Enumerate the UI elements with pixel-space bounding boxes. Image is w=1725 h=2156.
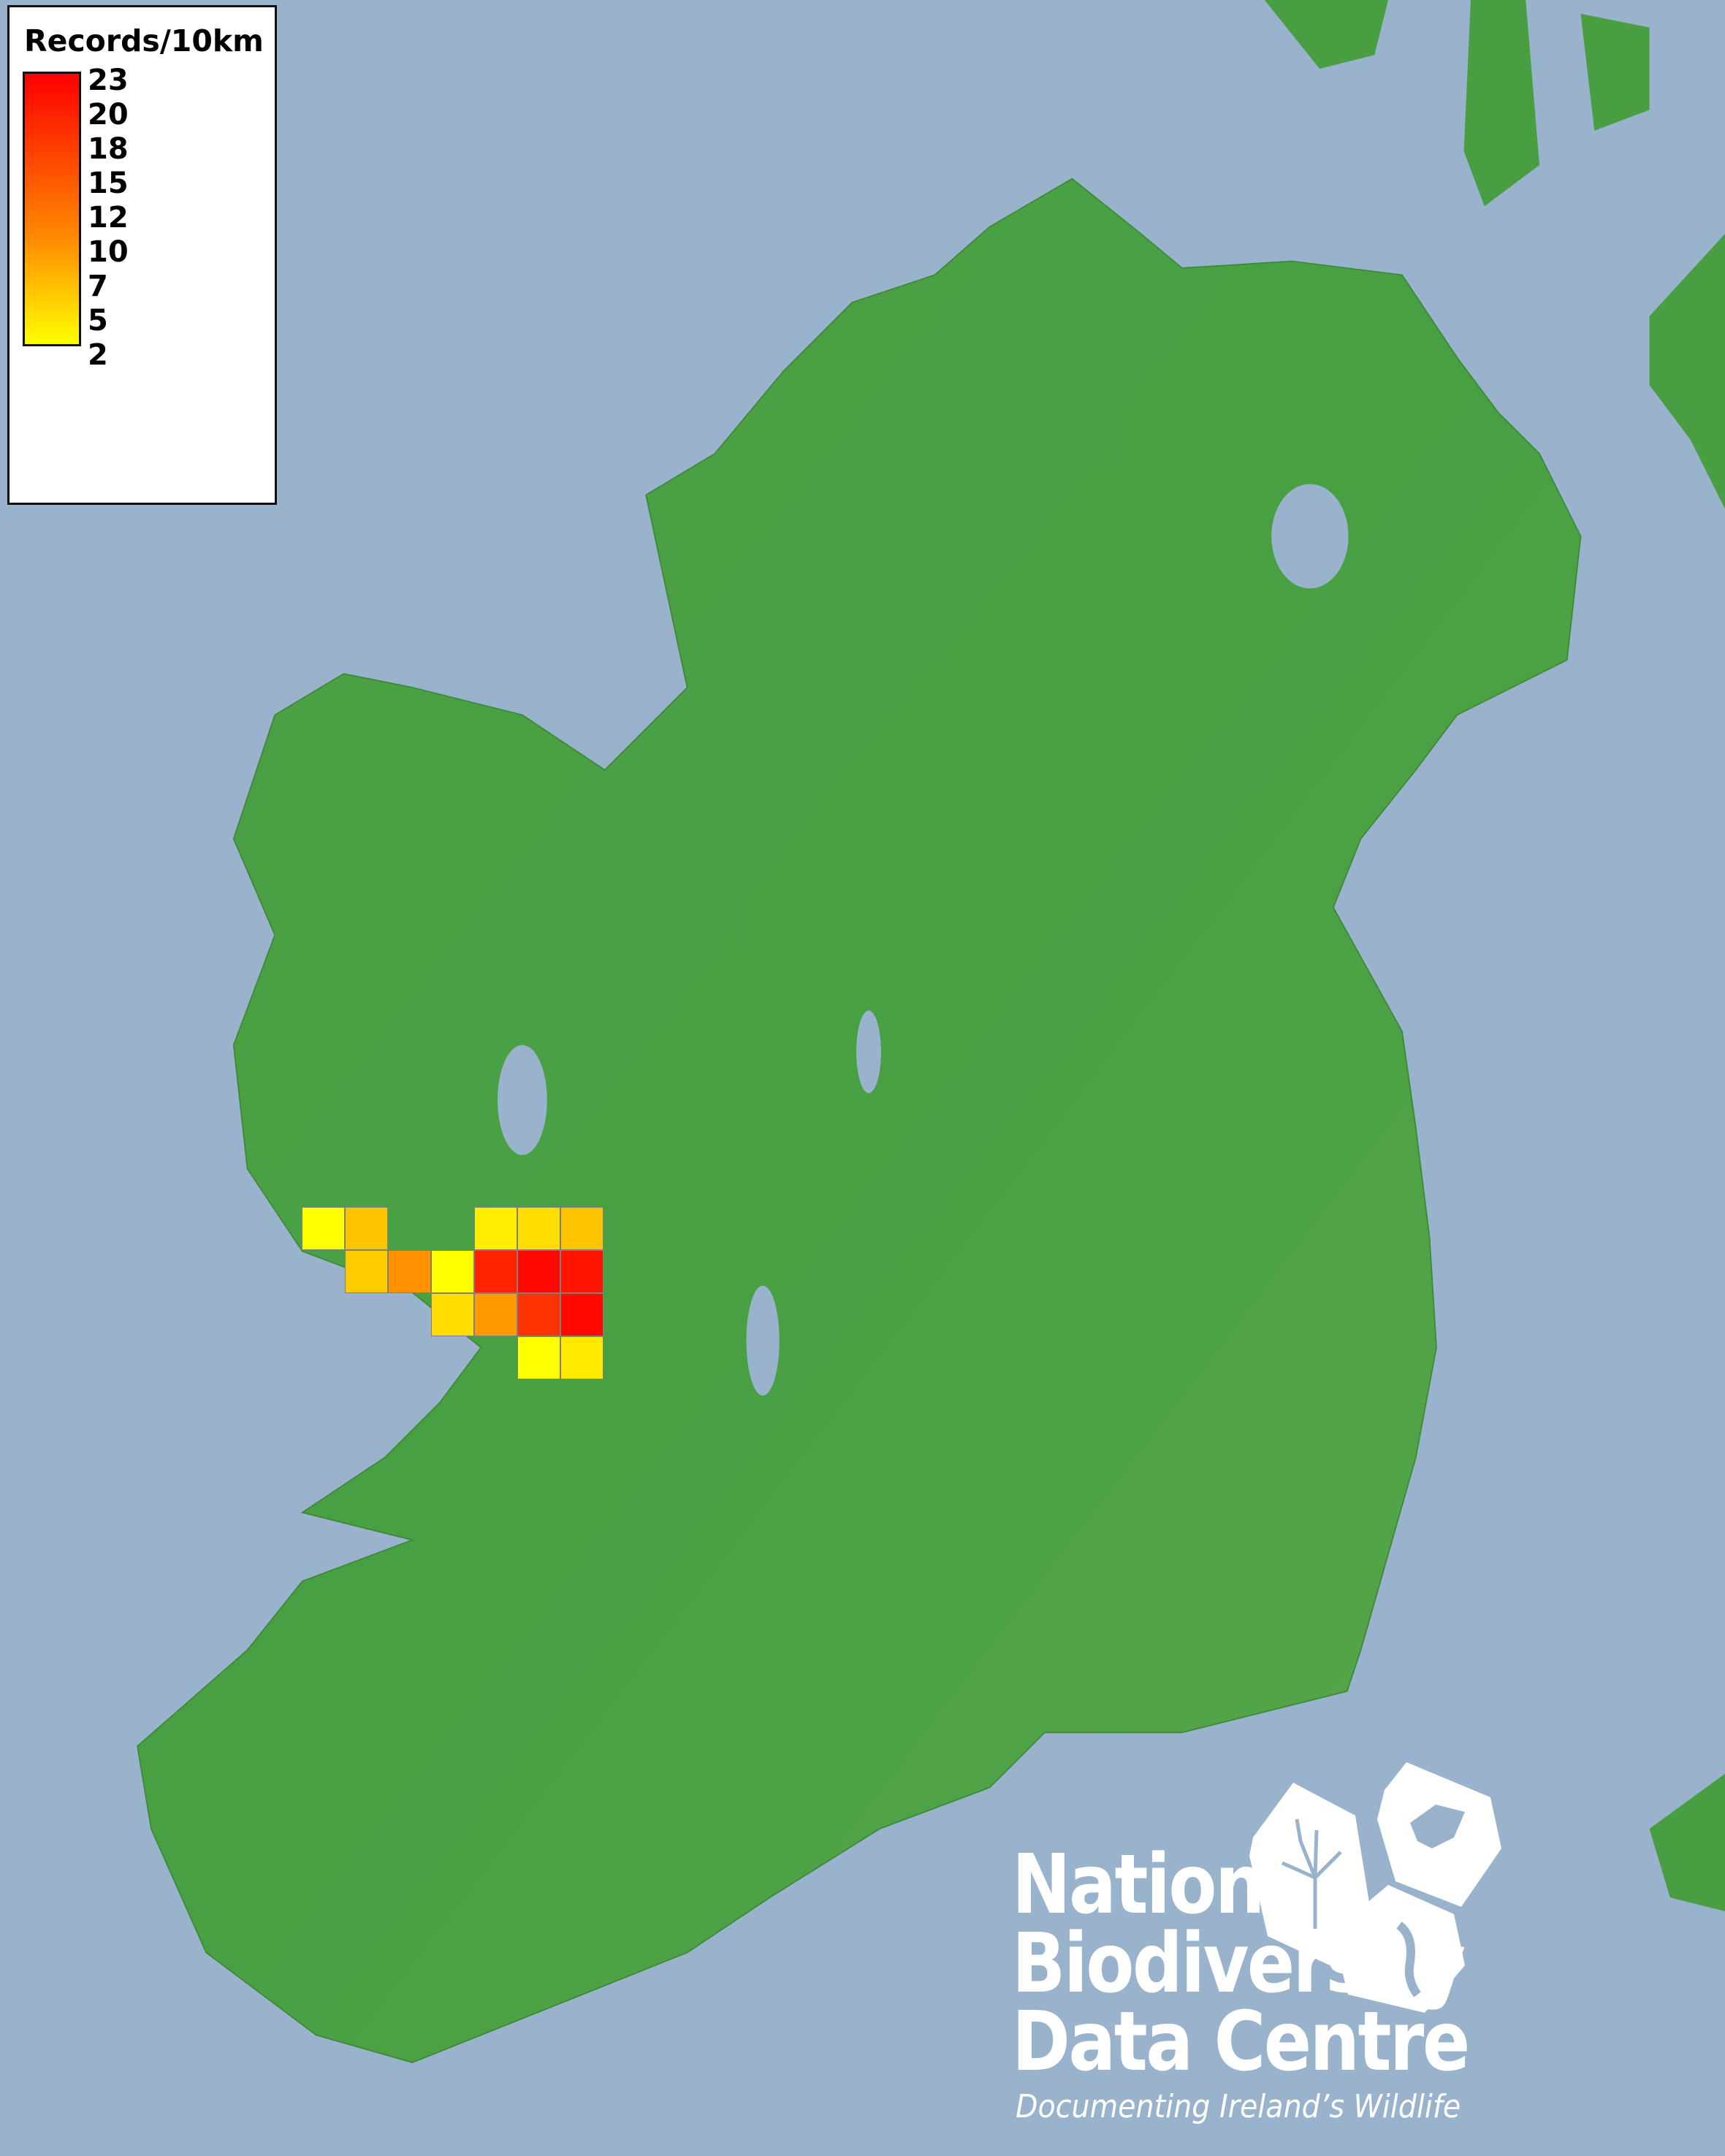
grid-cell (431, 1293, 474, 1336)
grid-cell (474, 1293, 517, 1336)
legend-tick-label: 5 (88, 304, 108, 338)
grid-cell (474, 1250, 517, 1293)
tree-hexagon-icon (1249, 1783, 1370, 1965)
grid-cell (345, 1250, 388, 1293)
legend-tick-label: 7 (88, 270, 108, 303)
ireland-landmass (137, 178, 1582, 2064)
grid-cell (345, 1207, 388, 1250)
seahorse-hexagon-icon (1333, 1885, 1465, 2013)
butterfly-hexagon-icon (1377, 1762, 1501, 1907)
legend: Records/10km 23 20 18 15 12 10 7 5 2 (7, 5, 277, 505)
grid-cell (517, 1250, 560, 1293)
grid-cell (560, 1250, 603, 1293)
grid-cell (388, 1250, 431, 1293)
legend-tick-label: 10 (88, 235, 129, 269)
logo-tagline: Documenting Ireland’s Wildlife (1016, 2088, 1461, 2125)
legend-tick-label: 23 (88, 64, 129, 97)
lough-neagh (1271, 484, 1349, 589)
grid-cell (560, 1207, 603, 1250)
lough-derg (746, 1285, 780, 1396)
lough-corrib (498, 1045, 547, 1155)
legend-tick-label: 2 (88, 338, 108, 372)
ndbc-logo-hexagons (1249, 1762, 1501, 2013)
grid-cell (560, 1336, 603, 1379)
grid-cell (517, 1293, 560, 1336)
grid-cell (474, 1207, 517, 1250)
grid-cell (560, 1293, 603, 1336)
grid-cell (302, 1207, 345, 1250)
legend-tick-label: 18 (88, 132, 129, 166)
lough-ree (856, 1010, 881, 1094)
legend-tick-label: 15 (88, 167, 129, 200)
legend-tick-label: 20 (88, 98, 129, 132)
grid-cell (431, 1250, 474, 1293)
grid-cell (517, 1336, 560, 1379)
legend-title: Records/10km (24, 23, 264, 58)
logo-line-data-centre: Data Centre (1012, 1995, 1470, 2090)
grid-cell (517, 1207, 560, 1250)
legend-colorbar (23, 72, 81, 346)
legend-tick-label: 12 (88, 201, 129, 235)
